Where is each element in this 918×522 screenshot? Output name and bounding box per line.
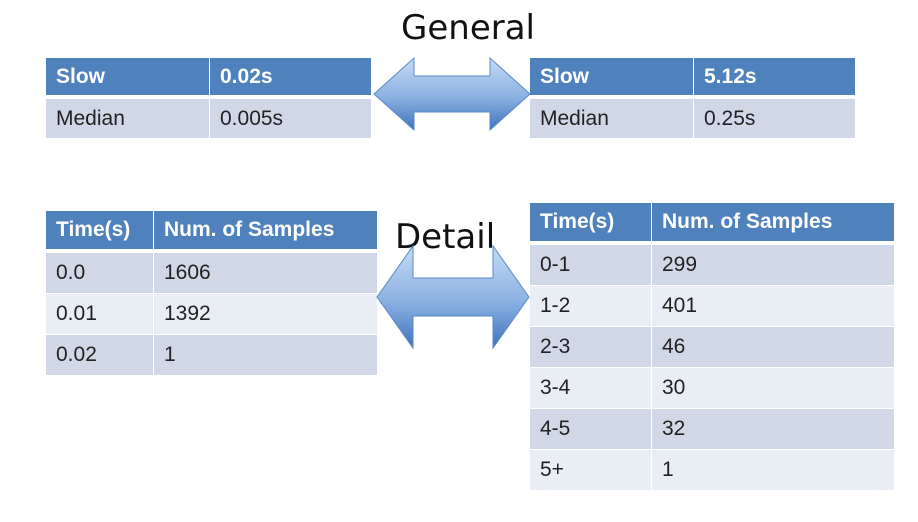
table-row: 2-3 46 — [530, 326, 894, 367]
table-cell: 46 — [651, 326, 894, 367]
column-header: Slow — [530, 58, 693, 98]
column-header: Time(s) — [46, 211, 153, 252]
table-row: 5+ 1 — [530, 449, 894, 490]
general-left-table: Slow 0.02s Median 0.005s — [46, 58, 371, 138]
table-cell: Median — [46, 98, 209, 138]
table-cell: 4-5 — [530, 408, 651, 449]
table-row: Median 0.25s — [530, 98, 855, 138]
table-cell: 30 — [651, 367, 894, 408]
column-header: Slow — [46, 58, 209, 98]
table-cell: 1 — [153, 334, 377, 375]
detail-left-table: Time(s) Num. of Samples 0.0 1606 0.01 13… — [46, 211, 377, 375]
general-title: General — [401, 8, 535, 48]
double-arrow-icon — [373, 56, 531, 132]
table-cell: 0.0 — [46, 252, 153, 293]
table-header-row: Time(s) Num. of Samples — [46, 211, 377, 252]
table-cell: 0.02 — [46, 334, 153, 375]
column-header: 5.12s — [693, 58, 855, 98]
double-arrow-icon — [376, 244, 530, 350]
table-row: 0.01 1392 — [46, 293, 377, 334]
table-cell: 401 — [651, 285, 894, 326]
column-header: Num. of Samples — [153, 211, 377, 252]
table-cell: 5+ — [530, 449, 651, 490]
column-header: Time(s) — [530, 203, 651, 244]
table-header-row: Slow 0.02s — [46, 58, 371, 98]
general-right-table: Slow 5.12s Median 0.25s — [530, 58, 855, 138]
table-cell: 1606 — [153, 252, 377, 293]
table-cell: 1 — [651, 449, 894, 490]
table-row: 4-5 32 — [530, 408, 894, 449]
table-cell: 0.005s — [209, 98, 371, 138]
table-row: 0-1 299 — [530, 244, 894, 285]
table-row: 3-4 30 — [530, 367, 894, 408]
table-cell: 1-2 — [530, 285, 651, 326]
column-header: Num. of Samples — [651, 203, 894, 244]
table-cell: 0.25s — [693, 98, 855, 138]
table-cell: 0-1 — [530, 244, 651, 285]
table-row: 0.0 1606 — [46, 252, 377, 293]
table-cell: Median — [530, 98, 693, 138]
column-header: 0.02s — [209, 58, 371, 98]
table-cell: 32 — [651, 408, 894, 449]
table-row: Median 0.005s — [46, 98, 371, 138]
table-header-row: Slow 5.12s — [530, 58, 855, 98]
table-cell: 1392 — [153, 293, 377, 334]
detail-right-table: Time(s) Num. of Samples 0-1 299 1-2 401 … — [530, 203, 894, 490]
table-row: 1-2 401 — [530, 285, 894, 326]
table-cell: 0.01 — [46, 293, 153, 334]
table-header-row: Time(s) Num. of Samples — [530, 203, 894, 244]
table-row: 0.02 1 — [46, 334, 377, 375]
table-cell: 2-3 — [530, 326, 651, 367]
table-cell: 3-4 — [530, 367, 651, 408]
table-cell: 299 — [651, 244, 894, 285]
